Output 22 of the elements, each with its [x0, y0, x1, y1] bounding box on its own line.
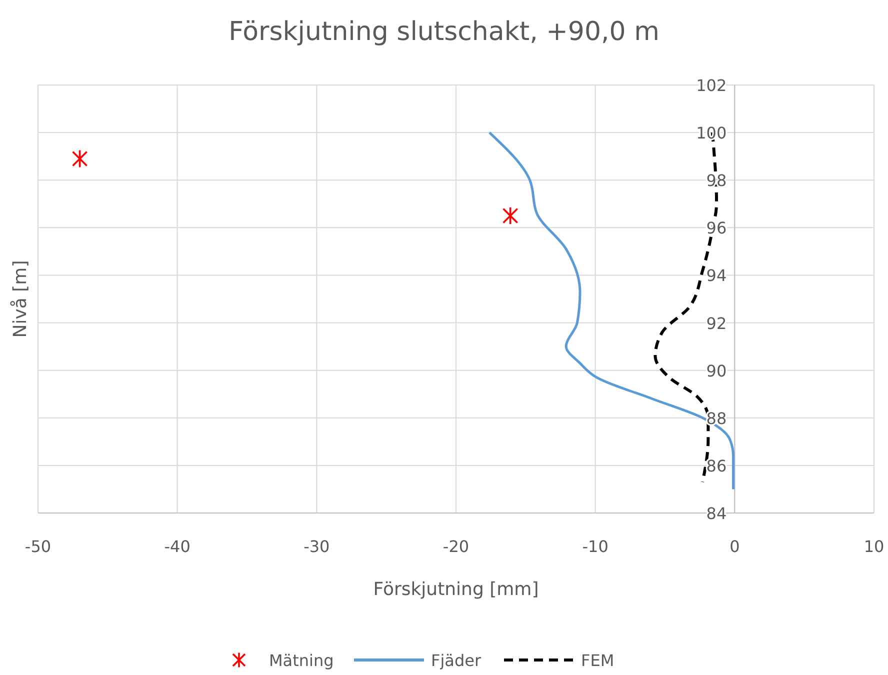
x-tick-label: -20 [442, 537, 470, 556]
y-tick-label: 102 [696, 76, 727, 95]
legend-label: FEM [581, 651, 614, 670]
y-tick-label: 88 [706, 408, 727, 428]
x-tick-label: 0 [730, 537, 740, 556]
y-tick-label: 92 [706, 314, 727, 333]
chart-title: Förskjutning slutschakt, +90,0 m [228, 17, 660, 47]
x-tick-label: -50 [24, 537, 52, 556]
y-tick-label: 96 [706, 218, 727, 238]
y-tick-label: 100 [696, 124, 727, 143]
x-tick-label: 10 [864, 537, 884, 556]
x-tick-label: -10 [582, 537, 608, 556]
legend-label: Mätning [269, 651, 334, 670]
y-tick-label: 94 [706, 266, 727, 286]
y-axis-title: Nivå [m] [10, 260, 31, 338]
y-tick-label: 86 [706, 456, 727, 476]
y-tick-label: 84 [706, 504, 727, 523]
x-axis-title: Förskjutning [mm] [373, 579, 539, 600]
x-tick-label: -40 [164, 537, 190, 556]
y-tick-label: 90 [706, 361, 727, 380]
x-tick-label: -30 [304, 537, 330, 556]
legend-label: Fjäder [431, 651, 482, 670]
